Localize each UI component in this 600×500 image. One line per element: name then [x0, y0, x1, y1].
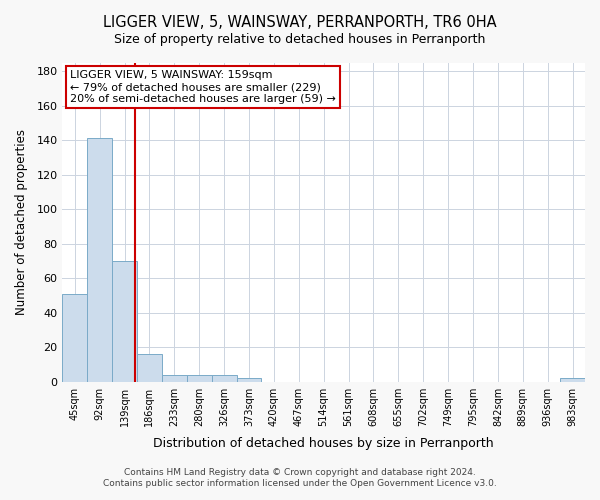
Bar: [62, 294, 87, 382]
Bar: [560, 378, 585, 382]
Bar: [112, 261, 137, 382]
X-axis label: Distribution of detached houses by size in Perranporth: Distribution of detached houses by size …: [154, 437, 494, 450]
Bar: [187, 375, 212, 382]
Bar: [87, 138, 112, 382]
Text: Size of property relative to detached houses in Perranporth: Size of property relative to detached ho…: [115, 32, 485, 46]
Text: LIGGER VIEW, 5, WAINSWAY, PERRANPORTH, TR6 0HA: LIGGER VIEW, 5, WAINSWAY, PERRANPORTH, T…: [103, 15, 497, 30]
Bar: [137, 354, 162, 382]
Bar: [162, 375, 187, 382]
Bar: [236, 378, 262, 382]
Bar: [212, 375, 236, 382]
Y-axis label: Number of detached properties: Number of detached properties: [15, 129, 28, 315]
Text: LIGGER VIEW, 5 WAINSWAY: 159sqm
← 79% of detached houses are smaller (229)
20% o: LIGGER VIEW, 5 WAINSWAY: 159sqm ← 79% of…: [70, 70, 336, 104]
Text: Contains HM Land Registry data © Crown copyright and database right 2024.
Contai: Contains HM Land Registry data © Crown c…: [103, 468, 497, 487]
